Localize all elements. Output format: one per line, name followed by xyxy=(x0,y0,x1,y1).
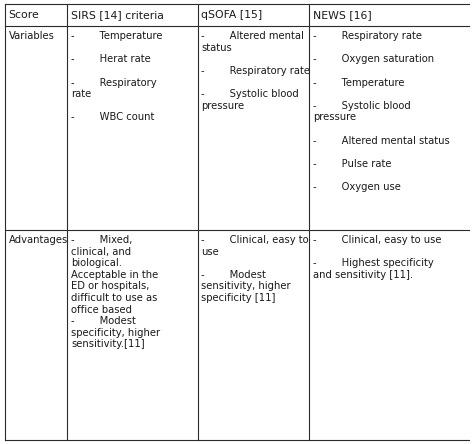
Text: -        Mixed,
clinical, and
biological.
Acceptable in the
ED or hospitals,
dif: - Mixed, clinical, and biological. Accep… xyxy=(71,235,160,349)
Text: Advantages: Advantages xyxy=(9,235,68,245)
Text: qSOFA [15]: qSOFA [15] xyxy=(201,10,263,20)
Text: Score: Score xyxy=(9,10,39,20)
Text: -        Clinical, easy to use

-        Highest specificity
and sensitivity [11: - Clinical, easy to use - Highest specif… xyxy=(313,235,441,280)
Text: NEWS [16]: NEWS [16] xyxy=(313,10,372,20)
Text: -        Respiratory rate

-        Oxygen saturation

-        Temperature

-  : - Respiratory rate - Oxygen saturation -… xyxy=(313,31,449,192)
Text: -        Clinical, easy to
use

-        Modest
sensitivity, higher
specificity : - Clinical, easy to use - Modest sensiti… xyxy=(201,235,309,303)
Text: Variables: Variables xyxy=(9,31,55,41)
Text: -        Altered mental
status

-        Respiratory rate

-        Systolic blo: - Altered mental status - Respiratory ra… xyxy=(201,31,310,111)
Text: SIRS [14] criteria: SIRS [14] criteria xyxy=(71,10,164,20)
Text: -        Temperature

-        Herat rate

-        Respiratory
rate

-        W: - Temperature - Herat rate - Respiratory… xyxy=(71,31,163,123)
